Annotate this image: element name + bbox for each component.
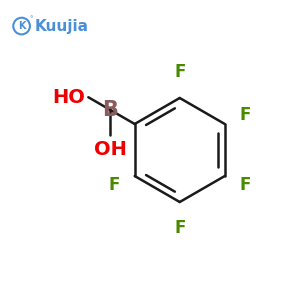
Text: F: F bbox=[174, 219, 185, 237]
Text: F: F bbox=[239, 176, 251, 194]
Text: OH: OH bbox=[94, 140, 127, 159]
Text: F: F bbox=[109, 176, 120, 194]
Text: B: B bbox=[102, 100, 118, 120]
Text: F: F bbox=[174, 63, 185, 81]
Text: Kuujia: Kuujia bbox=[35, 19, 89, 34]
Text: HO: HO bbox=[52, 88, 86, 107]
Text: K: K bbox=[18, 21, 25, 31]
Text: °: ° bbox=[30, 16, 33, 22]
Text: F: F bbox=[239, 106, 251, 124]
